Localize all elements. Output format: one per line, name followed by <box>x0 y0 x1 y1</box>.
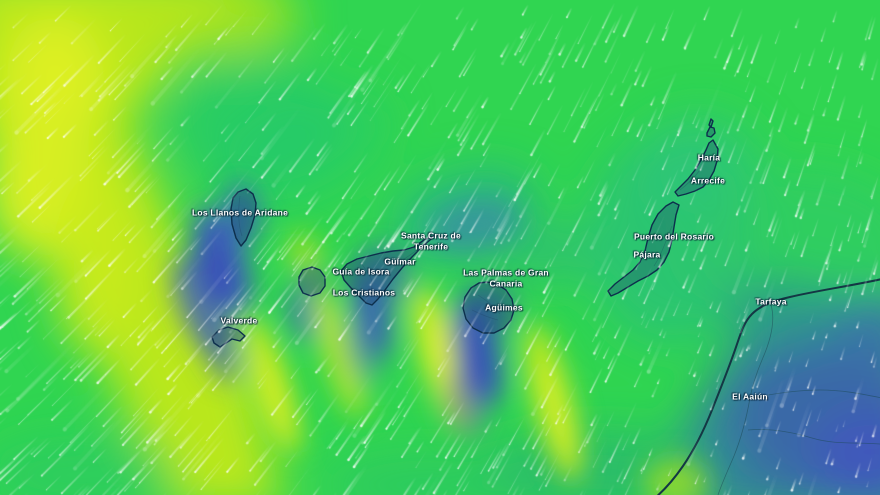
place-label-tarfaya[interactable]: Tarfaya <box>755 296 787 307</box>
place-label-santa-cruz-de-tenerife[interactable]: Santa Cruz de Tenerife <box>401 230 461 252</box>
place-label-las-palmas-de-gran-canaria[interactable]: Las Palmas de Gran Canaria <box>463 267 549 289</box>
place-label-el-aaiun[interactable]: El Aaiún <box>732 391 768 402</box>
place-label-puerto-del-rosario[interactable]: Puerto del Rosario <box>633 231 715 242</box>
place-label-guimar[interactable]: Güímar <box>384 256 416 267</box>
place-label-los-llanos-de-aridane[interactable]: Los Llanos de Aridane <box>191 207 289 218</box>
place-label-los-cristianos[interactable]: Los Cristianos <box>332 287 396 298</box>
place-label-valverde[interactable]: Valverde <box>220 315 258 326</box>
place-label-aguimes[interactable]: Agüimes <box>485 302 523 313</box>
place-label-pajara[interactable]: Pájara <box>633 249 661 260</box>
place-label-arrecife[interactable]: Arrecife <box>690 175 726 186</box>
place-label-guia-de-isora[interactable]: Guía de Isora <box>332 266 390 277</box>
place-label-haria[interactable]: Haría <box>697 152 721 163</box>
